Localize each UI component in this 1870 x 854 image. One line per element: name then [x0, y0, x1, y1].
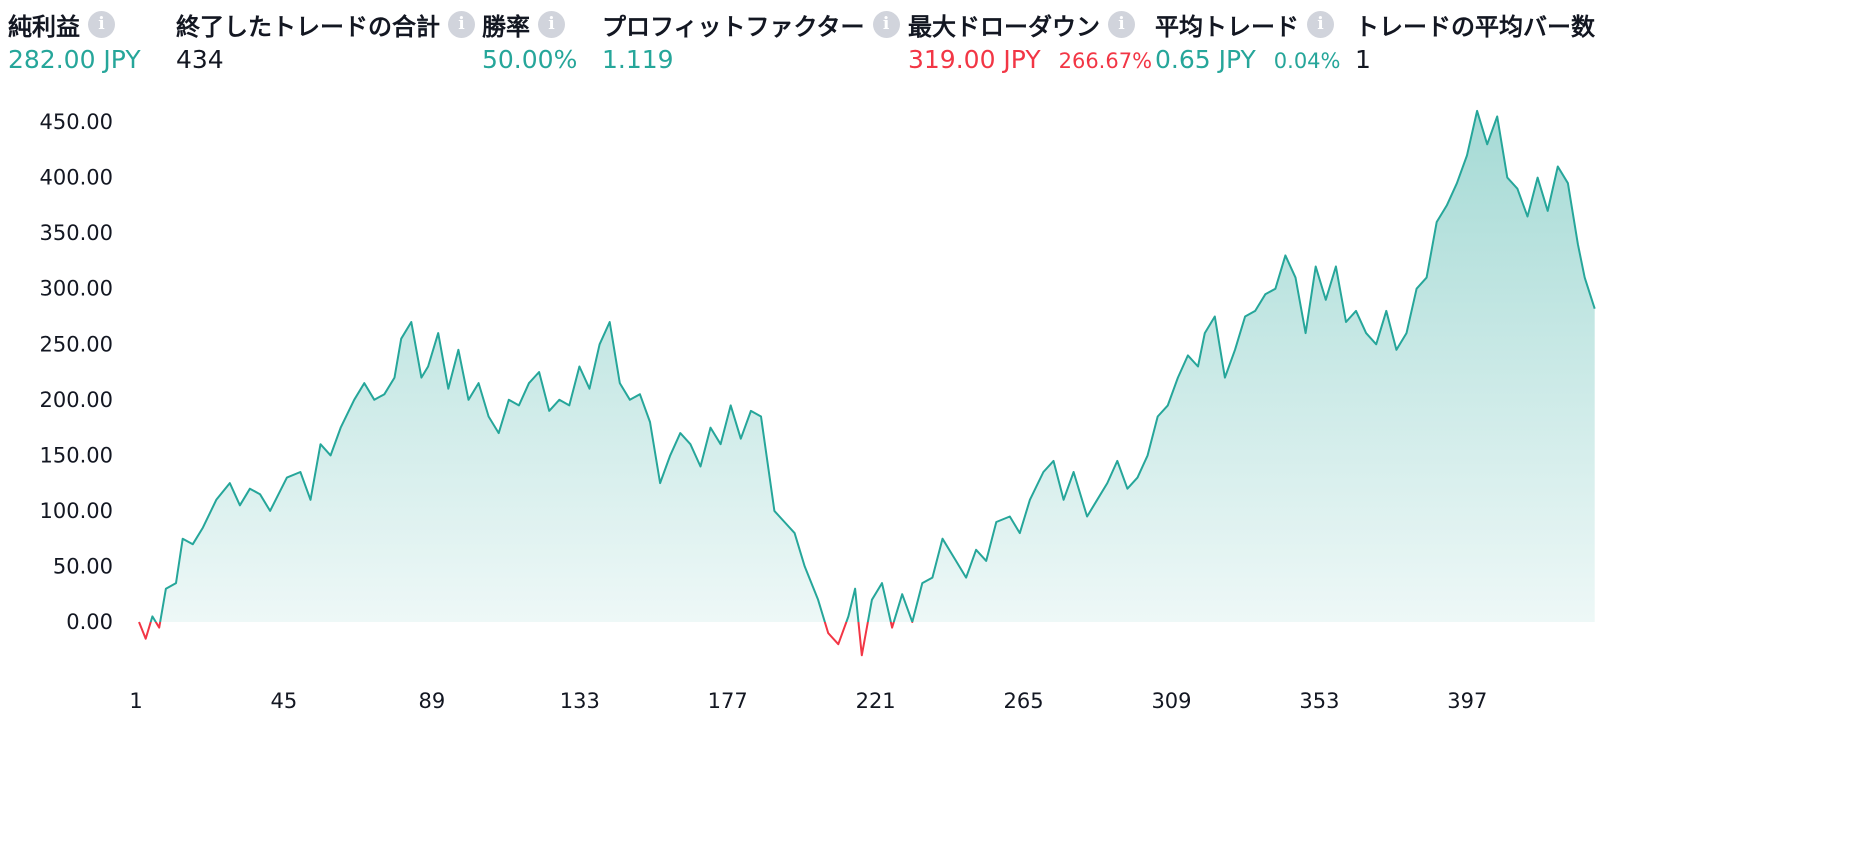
stat-value: 1 [1355, 45, 1371, 74]
stat-win-rate: 勝率 i 50.00% [482, 8, 577, 80]
stat-label: プロフィットファクター [602, 12, 865, 41]
y-tick-label: 200.00 [40, 388, 113, 412]
stat-net-profit: 純利益 i 282.00 JPY [8, 8, 141, 80]
stat-label: 純利益 [8, 12, 80, 41]
y-tick-label: 350.00 [40, 221, 113, 245]
y-axis: 0.00 50.00 100.00 150.00 200.00 250.00 300.00 3… [40, 110, 113, 634]
y-tick-label: 400.00 [40, 166, 113, 190]
y-tick-label: 300.00 [40, 277, 113, 301]
stat-profit-factor: プロフィットファクター i 1.119 [602, 8, 900, 80]
stat-label: 勝率 [482, 12, 530, 41]
stat-sub-value: 266.67% [1058, 49, 1153, 73]
strategy-stats-bar: 純利益 i 282.00 JPY 終了したトレードの合計 i 434 勝率 i 50.… [0, 0, 1870, 90]
equity-line-negative [138, 622, 914, 657]
equity-line-positive [139, 109, 1596, 622]
stat-avg-trade: 平均トレード i 0.65 JPY 0.04% [1155, 8, 1341, 80]
x-tick-label: 221 [856, 689, 896, 713]
y-tick-label: 150.00 [40, 443, 113, 467]
y-tick-label: 0.00 [66, 610, 113, 634]
x-tick-label: 353 [1299, 689, 1339, 713]
stat-label: トレードの平均バー数 [1355, 12, 1595, 41]
x-axis: 1 45 89 133 177 221 265 309 353 397 [129, 689, 1487, 713]
equity-curve-chart: 0.00 50.00 100.00 150.00 200.00 250.00 300.00 3… [40, 109, 1596, 713]
x-tick-label: 397 [1447, 689, 1487, 713]
x-tick-label: 309 [1151, 689, 1191, 713]
info-icon[interactable]: i [872, 10, 900, 38]
stat-value: 1.119 [602, 45, 674, 74]
stat-max-drawdown: 最大ドローダウン i 319.00 JPY 266.67% [908, 8, 1152, 80]
stat-sub-value: 0.04% [1273, 49, 1341, 73]
stat-value: 319.00 JPY [908, 45, 1041, 74]
stat-value: 50.00% [482, 45, 578, 74]
stat-avg-bars-in-trades: トレードの平均バー数 1 [1355, 8, 1595, 80]
x-tick-label: 89 [418, 689, 445, 713]
x-tick-label: 133 [560, 689, 600, 713]
info-icon[interactable]: i [88, 10, 115, 38]
y-tick-label: 50.00 [53, 554, 113, 578]
info-icon[interactable]: i [1307, 10, 1334, 38]
stat-total-closed-trades: 終了したトレードの合計 i 434 [176, 8, 475, 80]
x-tick-label: 45 [271, 689, 298, 713]
info-icon[interactable]: i [1108, 10, 1135, 38]
stat-value: 0.65 JPY [1155, 45, 1256, 74]
y-tick-label: 250.00 [40, 332, 113, 356]
stat-value: 434 [176, 45, 224, 74]
x-tick-label: 265 [1004, 689, 1044, 713]
x-tick-label: 1 [129, 689, 142, 713]
stat-label: 最大ドローダウン [908, 12, 1100, 41]
info-icon[interactable]: i [538, 10, 565, 38]
equity-area-fill [139, 110, 1595, 622]
stat-value: 282.00 JPY [8, 45, 141, 74]
stat-label: 平均トレード [1155, 12, 1299, 41]
y-tick-label: 100.00 [40, 499, 113, 523]
y-tick-label: 450.00 [40, 110, 113, 134]
stat-label: 終了したトレードの合計 [176, 12, 440, 41]
info-icon[interactable]: i [448, 10, 475, 38]
x-tick-label: 177 [708, 689, 748, 713]
